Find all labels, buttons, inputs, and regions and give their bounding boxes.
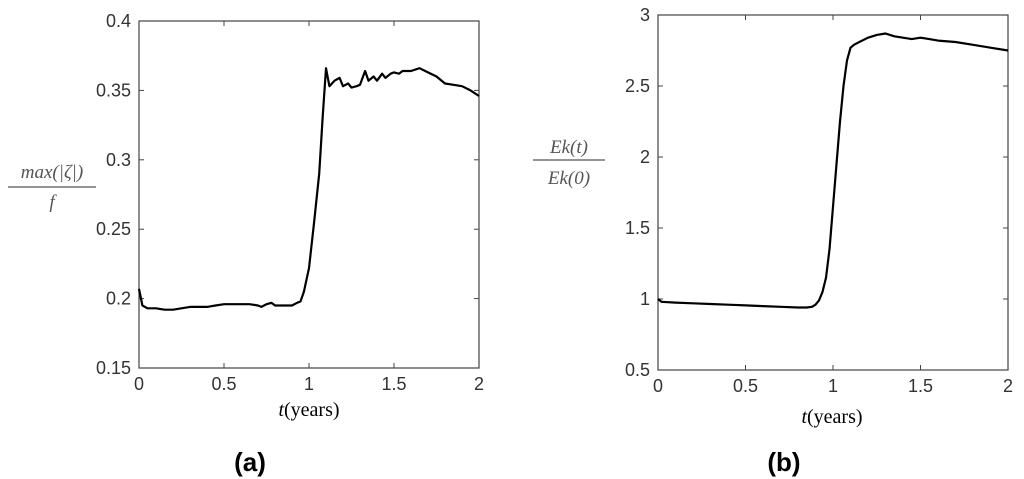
x-axis-unit-b: (years) [807, 406, 863, 428]
y-tick-label: 0.3 [106, 150, 131, 170]
series-line-b-0 [657, 32, 1009, 309]
y-tick-labels-a: 0.15 0.2 0.25 0.3 0.35 0.4 [96, 11, 131, 378]
x-tick-label: 2 [474, 374, 484, 394]
series-group-a [137, 67, 480, 311]
y-axis-denominator-b: Ek(0) [547, 168, 590, 189]
x-tick-labels-b: 0 0.5 1 1.5 2 [653, 376, 1013, 396]
panel-label-b: (b) [767, 447, 800, 477]
tick-marks-b [657, 14, 1009, 371]
x-axis-unit-a: (years) [284, 399, 340, 421]
y-tick-label: 2.5 [625, 76, 650, 96]
x-axis-symbol-a: t [278, 399, 284, 421]
y-tick-label: 0.15 [96, 358, 131, 378]
x-tick-label: 1.5 [381, 374, 406, 394]
y-tick-label: 0.5 [625, 360, 650, 380]
y-axis-label-a: max(|ζ|) f [8, 162, 96, 213]
y-tick-label: 3 [640, 5, 650, 25]
y-axis-label-b: Ek(t) Ek(0) [533, 137, 605, 189]
x-axis-symbol-b: t [801, 406, 807, 428]
x-tick-label: 1 [304, 374, 314, 394]
panel-a: 0.15 0.2 0.25 0.3 0.35 0.4 0 0.5 1 1.5 2 t(years)… [8, 11, 484, 477]
x-tick-label: 1 [828, 376, 838, 396]
tick-marks-a [138, 20, 480, 369]
y-axis-numerator-a: max(|ζ|) [21, 162, 83, 183]
x-tick-labels-a: 0 0.5 1 1.5 2 [134, 374, 484, 394]
y-tick-label: 0.4 [106, 11, 131, 31]
x-tick-label: 2 [1003, 376, 1013, 396]
y-tick-label: 0.35 [96, 80, 131, 100]
x-axis-label-b: t(years) [801, 406, 862, 428]
y-axis-numerator-b: Ek(t) [549, 137, 588, 158]
y-axis-denominator-a: f [49, 192, 57, 213]
y-tick-label: 0.2 [106, 289, 131, 309]
y-tick-label: 0.25 [96, 219, 131, 239]
y-tick-label: 2 [640, 147, 650, 167]
x-tick-label: 0.5 [211, 374, 236, 394]
series-group-b [657, 32, 1009, 309]
panel-b: 0.511.522.53 0 0.5 1 1.5 2 t(years) Ek(t) Ek… [533, 5, 1013, 477]
x-tick-label: 1.5 [908, 376, 933, 396]
panel-label-a: (a) [234, 447, 266, 477]
series-line-a-0 [137, 67, 480, 311]
y-tick-labels-b: 0.5 1 1.5 2 2.5 3 [625, 5, 650, 380]
y-tick-label: 1 [640, 289, 650, 309]
x-tick-label: 0.5 [733, 376, 758, 396]
x-tick-label: 0 [134, 374, 144, 394]
x-axis-label-a: t(years) [278, 399, 339, 421]
x-tick-label: 0 [653, 376, 663, 396]
y-tick-label: 1.5 [625, 218, 650, 238]
axes-b [657, 14, 1009, 371]
axes-a [138, 20, 480, 369]
